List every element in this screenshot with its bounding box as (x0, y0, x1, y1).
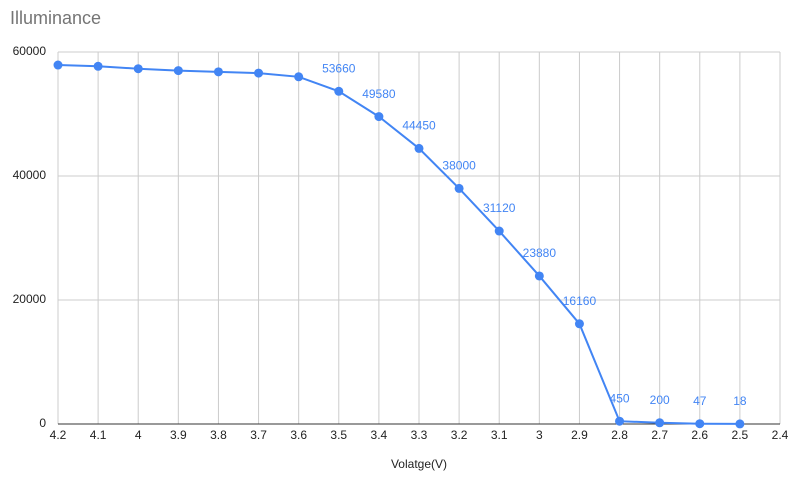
data-label: 23880 (523, 246, 557, 260)
point (133, 64, 143, 74)
point (294, 72, 304, 82)
point (93, 61, 103, 71)
data-label: 18 (733, 394, 747, 408)
data-label: 16160 (563, 294, 597, 308)
x-tick-label: 2.7 (651, 428, 668, 442)
x-tick-label: 4.1 (90, 428, 107, 442)
x-tick-label: 2.8 (611, 428, 628, 442)
y-tick-label: 0 (39, 416, 46, 430)
x-tick-label: 3.2 (451, 428, 468, 442)
point (534, 271, 544, 281)
point (334, 86, 344, 96)
x-tick-label: 3.4 (371, 428, 388, 442)
x-axis-label: Volatge(V) (391, 457, 447, 471)
point (213, 67, 223, 77)
point (735, 419, 745, 429)
data-label: 450 (610, 391, 630, 405)
x-tick-label: 2.9 (571, 428, 588, 442)
x-tick-label: 4.2 (50, 428, 67, 442)
point (494, 226, 504, 236)
x-tick-label: 2.6 (691, 428, 708, 442)
point (254, 68, 264, 78)
data-label: 47 (693, 394, 707, 408)
data-label: 31120 (483, 201, 516, 215)
data-label: 200 (650, 393, 670, 407)
x-tick-label: 3.9 (170, 428, 187, 442)
x-tick-label: 3.8 (210, 428, 227, 442)
x-tick-label: 4 (135, 428, 142, 442)
point (414, 143, 424, 153)
x-tick-label: 3.5 (330, 428, 347, 442)
x-tick-label: 3.1 (491, 428, 508, 442)
x-tick-label: 3 (536, 428, 543, 442)
point (615, 416, 625, 426)
data-label: 49580 (362, 87, 396, 101)
chart-title: Illuminance (10, 8, 101, 28)
point (374, 112, 384, 122)
point (695, 419, 705, 429)
x-tick-label: 3.3 (411, 428, 428, 442)
point (53, 60, 63, 70)
data-label: 38000 (442, 159, 476, 173)
x-tick-label: 2.5 (732, 428, 749, 442)
point (574, 319, 584, 329)
point (655, 418, 665, 428)
y-tick-label: 20000 (13, 292, 47, 306)
line (57, 64, 740, 425)
point (454, 183, 464, 193)
y-tick-label: 60000 (13, 44, 47, 58)
y-tick-label: 40000 (13, 168, 47, 182)
data-label: 53660 (322, 61, 356, 75)
point (173, 66, 183, 76)
data-label: 44450 (402, 119, 436, 133)
x-tick-label: 3.6 (290, 428, 307, 442)
x-tick-label: 2.4 (772, 428, 789, 442)
x-tick-label: 3.7 (250, 428, 267, 442)
